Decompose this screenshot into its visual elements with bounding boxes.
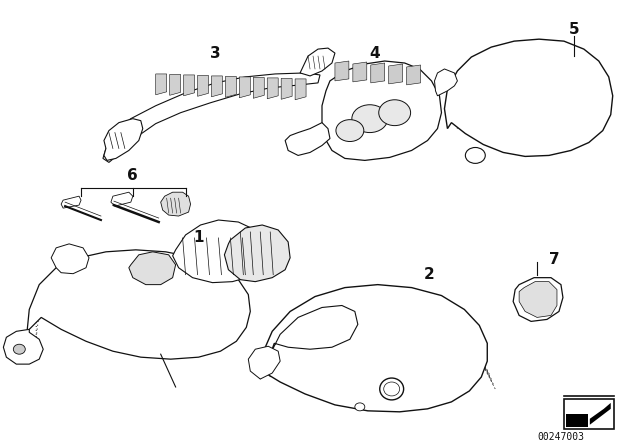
Polygon shape xyxy=(353,62,367,82)
Polygon shape xyxy=(248,346,280,379)
Ellipse shape xyxy=(336,120,364,142)
Polygon shape xyxy=(3,329,44,364)
Polygon shape xyxy=(173,220,268,283)
Polygon shape xyxy=(156,74,166,95)
Polygon shape xyxy=(444,39,612,156)
Polygon shape xyxy=(103,73,320,162)
Text: 4: 4 xyxy=(369,46,380,60)
Polygon shape xyxy=(285,123,330,155)
Polygon shape xyxy=(268,78,278,99)
Polygon shape xyxy=(61,196,81,208)
Ellipse shape xyxy=(355,403,365,411)
Polygon shape xyxy=(270,306,358,354)
Polygon shape xyxy=(335,61,349,81)
Polygon shape xyxy=(295,79,306,100)
Ellipse shape xyxy=(13,344,26,354)
Text: 7: 7 xyxy=(548,252,559,267)
Ellipse shape xyxy=(465,147,485,164)
Text: 3: 3 xyxy=(210,46,221,60)
Polygon shape xyxy=(260,284,487,412)
Polygon shape xyxy=(519,282,557,318)
Polygon shape xyxy=(225,77,236,97)
Polygon shape xyxy=(513,278,563,321)
Text: 2: 2 xyxy=(424,267,435,282)
Polygon shape xyxy=(104,119,143,160)
Polygon shape xyxy=(111,192,133,206)
Ellipse shape xyxy=(384,382,399,396)
Polygon shape xyxy=(170,74,180,95)
Text: 6: 6 xyxy=(127,168,138,183)
Polygon shape xyxy=(161,192,191,216)
Ellipse shape xyxy=(352,105,388,133)
Polygon shape xyxy=(322,61,442,160)
Polygon shape xyxy=(198,75,209,96)
Polygon shape xyxy=(211,76,223,97)
Polygon shape xyxy=(435,69,458,96)
Polygon shape xyxy=(239,77,250,98)
Ellipse shape xyxy=(379,100,411,125)
Polygon shape xyxy=(590,403,611,425)
Polygon shape xyxy=(388,64,403,84)
Polygon shape xyxy=(281,78,292,99)
Polygon shape xyxy=(371,63,385,83)
Polygon shape xyxy=(26,250,250,359)
Polygon shape xyxy=(566,414,588,427)
Polygon shape xyxy=(300,48,335,76)
Polygon shape xyxy=(184,75,195,96)
Ellipse shape xyxy=(380,378,404,400)
Polygon shape xyxy=(225,225,290,282)
Text: 00247003: 00247003 xyxy=(538,432,584,442)
Polygon shape xyxy=(129,252,175,284)
Text: 5: 5 xyxy=(568,22,579,37)
Polygon shape xyxy=(51,244,89,274)
Polygon shape xyxy=(253,78,264,98)
Polygon shape xyxy=(406,65,420,85)
Text: 1: 1 xyxy=(193,230,204,246)
Polygon shape xyxy=(564,399,614,429)
